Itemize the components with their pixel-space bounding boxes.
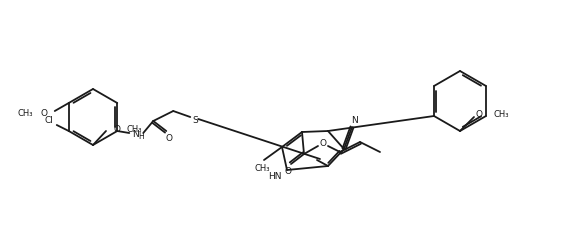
Text: H: H (139, 132, 144, 141)
Text: O: O (284, 167, 292, 176)
Text: HN: HN (268, 172, 282, 181)
Text: CH₃: CH₃ (17, 109, 33, 118)
Text: N: N (132, 130, 139, 139)
Text: CH₃: CH₃ (494, 110, 509, 119)
Text: CH₃: CH₃ (254, 164, 270, 173)
Text: CH₃: CH₃ (126, 125, 141, 134)
Text: O: O (165, 134, 173, 143)
Text: O: O (320, 139, 327, 148)
Text: N: N (352, 116, 358, 125)
Text: O: O (113, 125, 120, 134)
Text: Cl: Cl (44, 116, 53, 125)
Text: S: S (192, 116, 198, 125)
Text: O: O (476, 110, 482, 119)
Text: O: O (41, 109, 48, 118)
